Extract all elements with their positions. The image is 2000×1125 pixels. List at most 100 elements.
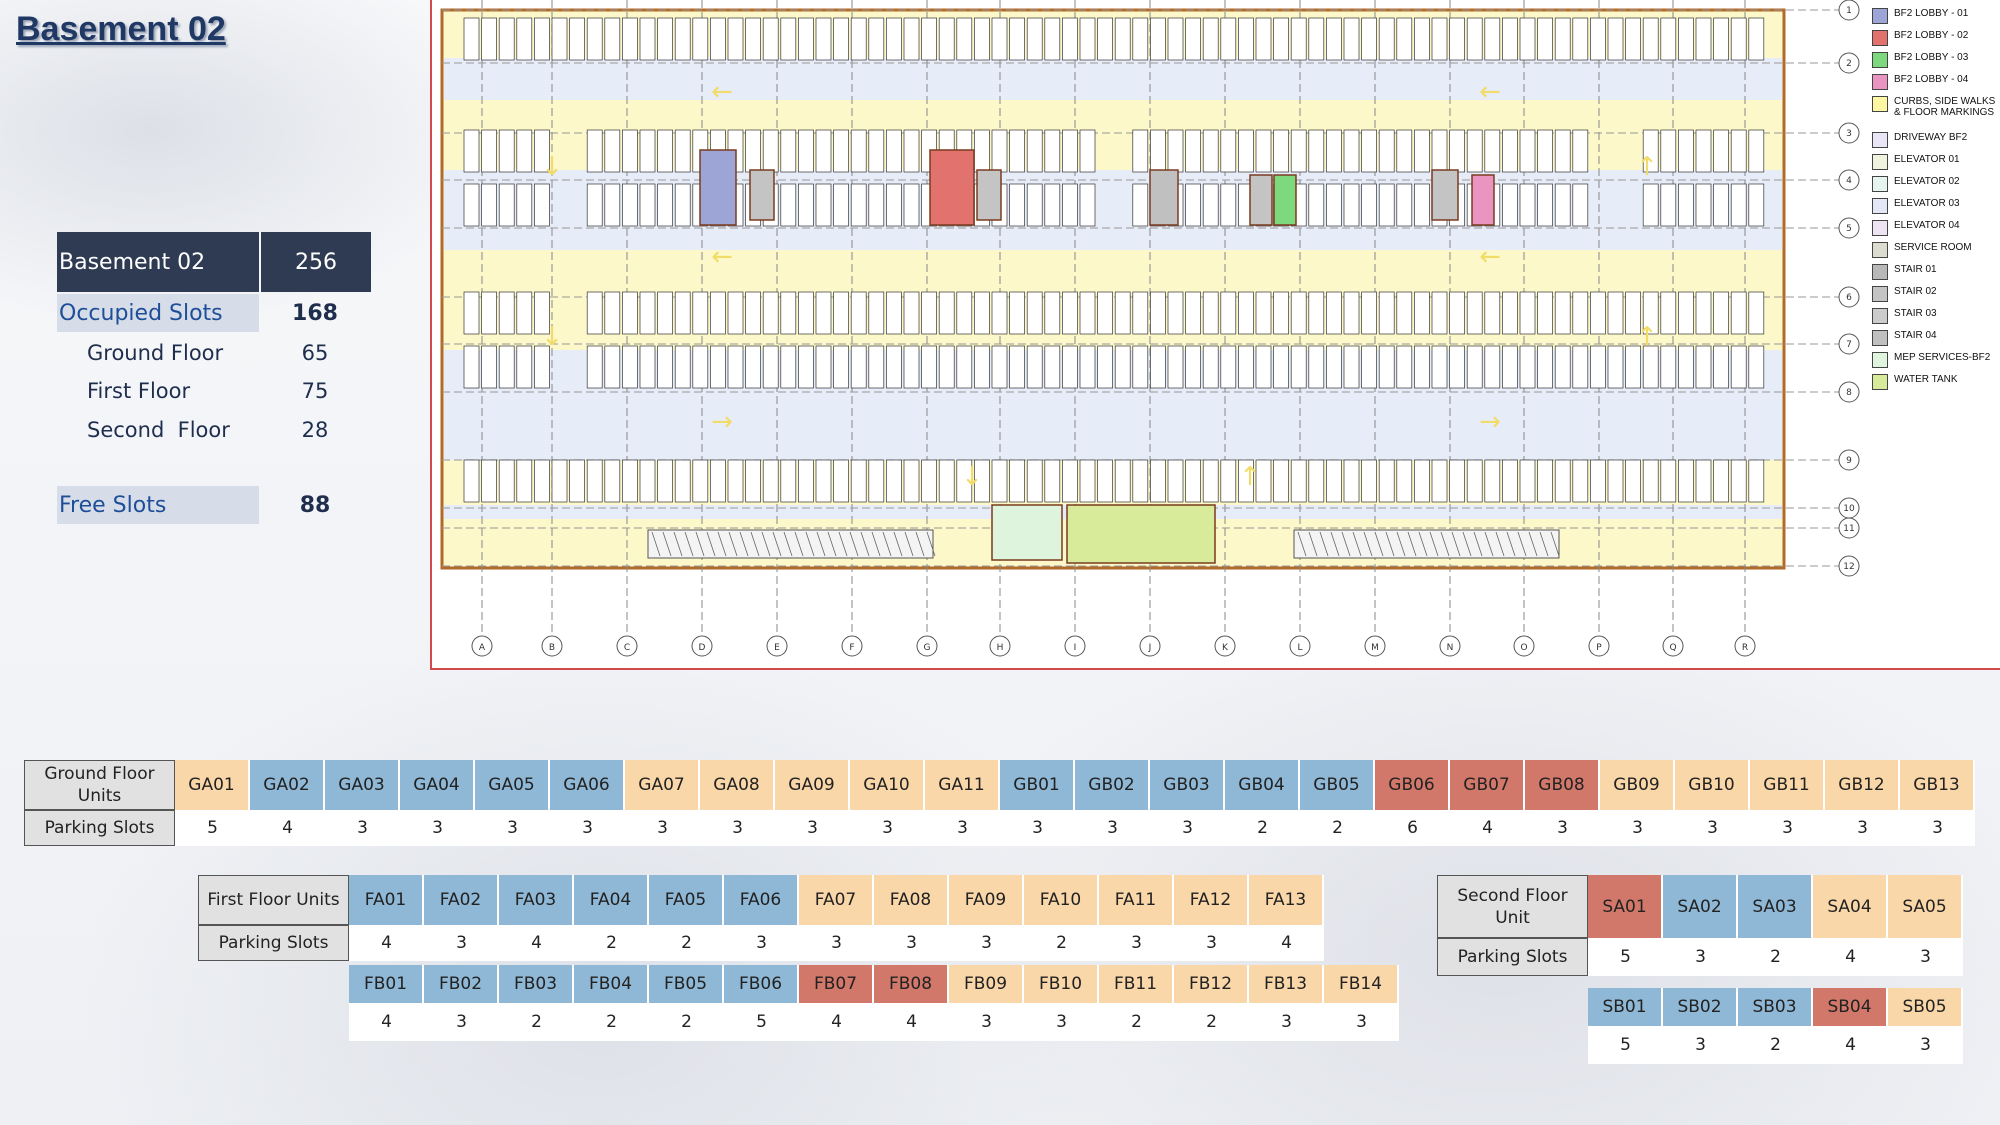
parking-stall [551,17,568,61]
parking-stall [1361,129,1377,173]
parking-stall [657,183,673,227]
parking-stall [974,129,990,173]
parking-stall [956,291,973,335]
parking-stall [1695,129,1712,173]
summary-free-row: Free Slots 88 [57,486,371,524]
second-floor-label: Second Floor [87,418,230,442]
second-units-row-label: Second Floor Unit [1437,875,1588,938]
ground-floor-units-table: Ground Floor Units Parking Slots GA01 5 GA… [24,760,1977,846]
ramp [647,529,934,559]
parking-stall [1062,17,1078,61]
parking-stall [622,129,638,173]
parking-stall [727,345,744,389]
ramp-hatch [1473,531,1483,557]
parking-stall [991,291,1008,335]
parking-stall [586,183,603,227]
parking-stall [1537,129,1553,173]
parking-stall [1132,129,1149,173]
ground-slots-cell: 3 [1825,810,1900,846]
column-marker-label: Q [1669,643,1676,653]
parking-stall [1625,345,1641,389]
ramp-hatch [882,531,892,557]
second-a-slots-cell: 3 [1663,938,1738,976]
parking-stall [1273,17,1289,61]
ramp-hatch [706,531,716,557]
legend-swatch [1872,220,1888,236]
ramp-hatch [761,531,771,557]
parking-stall [1484,345,1501,389]
parking-stall [1220,183,1237,227]
parking-stall [938,17,955,61]
row-marker [1838,217,1860,239]
parking-stall [1378,129,1395,173]
first-a-slots-cell: 3 [724,925,799,961]
ground-slots-cell: 3 [1525,810,1600,846]
parking-stall [1361,459,1377,503]
column-marker-label: H [997,643,1004,653]
row-marker [1838,449,1860,471]
column-marker-label: R [1742,643,1748,653]
parking-stall [1431,17,1448,61]
parking-stall [1273,345,1289,389]
parking-stall [745,459,761,503]
parking-stall [1660,345,1677,389]
parking-stall [815,291,832,335]
parking-stall [798,183,814,227]
first-a-slots-cell: 4 [349,925,424,961]
first-b-unit-cell: FB04 [574,965,649,1003]
parking-stall [1590,459,1606,503]
row-marker [1838,52,1860,74]
column-marker-label: I [1074,643,1077,653]
parking-stall [780,129,797,173]
parking-stall [1484,129,1501,173]
column-marker-label: J [1148,643,1152,653]
ground-slots-cell: 3 [850,810,925,846]
column-marker-label: N [1447,643,1454,653]
legend-label: STAIR 02 [1894,286,1937,297]
parking-stall [622,17,638,61]
parking-stall [1132,183,1149,227]
ground-slots-cell: 2 [1300,810,1375,846]
column-marker [1364,635,1386,657]
legend-swatch [1872,264,1888,280]
parking-stall [1273,291,1289,335]
parking-stall [498,459,515,503]
parking-stall [481,183,497,227]
ground-slots-row-label: Parking Slots [24,810,175,846]
parking-stall [1642,291,1659,335]
first-b-slots-cell: 4 [799,1003,874,1041]
column-marker-label: P [1596,643,1602,653]
ground-unit-cell: GB02 [1075,760,1150,810]
legend-swatch [1872,352,1888,368]
legend-item: ELEVATOR 04 [1872,220,1998,236]
ground-unit-cell: GB04 [1225,760,1300,810]
ramp-hatch [816,531,826,557]
parking-stall [815,183,832,227]
parking-stall [463,459,480,503]
parking-stall [604,291,621,335]
ground-unit-cell: GB09 [1600,760,1675,810]
ground-slots-cell: 3 [925,810,1000,846]
first-a-slots-cell: 3 [949,925,1024,961]
parking-stall [886,17,902,61]
parking-stall [1431,459,1448,503]
ramp-hatch [1550,531,1560,557]
second-a-unit-cell: SA01 [1588,875,1663,938]
parking-stall [833,459,849,503]
parking-stall [1414,183,1430,227]
parking-stall [1079,129,1096,173]
ground-slots-cell: 4 [1450,810,1525,846]
parking-stall [586,291,603,335]
parking-stall [1748,345,1765,389]
first-b-unit-cell: FB06 [724,965,799,1003]
first-b-slots-cell: 3 [1324,1003,1399,1041]
parking-stall [604,345,621,389]
ground-unit-cell: GA02 [250,760,325,810]
summary-second-row: Second Floor 28 [57,411,371,449]
parking-stall [1537,459,1553,503]
parking-stall [622,291,638,335]
first-b-unit-cell: FB08 [874,965,949,1003]
ramp-hatch [684,531,694,557]
parking-stall [534,345,550,389]
parking-stall [1572,291,1589,335]
